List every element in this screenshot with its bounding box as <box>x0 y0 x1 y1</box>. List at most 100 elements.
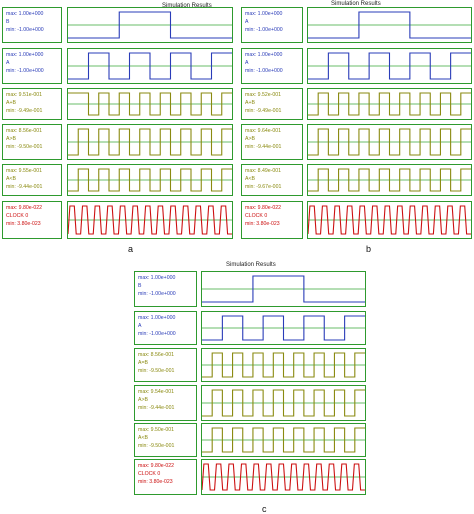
waveform-plot <box>202 389 365 417</box>
signal-max-text: max: 9.80e-022 <box>6 205 43 211</box>
waveform-box <box>201 385 366 421</box>
waveform-box <box>67 201 233 239</box>
signal-name-text: A>B <box>6 136 16 142</box>
signal-name-text: A>B <box>245 136 255 142</box>
waveform-trace <box>202 352 365 378</box>
results-title: Simulation Results <box>226 262 276 268</box>
signal-legend: max: 8.56e-001 A>B min: -9.50e-001 <box>2 124 62 160</box>
waveform-box <box>307 48 472 84</box>
signal-name-text: A>B <box>138 397 148 403</box>
signal-name-text: A+B <box>6 100 16 106</box>
waveform-box <box>67 124 233 160</box>
waveform-box <box>307 88 472 120</box>
signal-max-text: max: 9.50e-001 <box>138 427 175 433</box>
signal-legend: max: 9.55e-001 A<B min: -9.44e-001 <box>2 164 62 196</box>
signal-max-text: max: 9.52e-001 <box>245 92 282 98</box>
signal-legend: max: 9.51e-001 A+B min: -9.49e-001 <box>2 88 62 120</box>
signal-max-text: max: 9.80e-022 <box>245 205 282 211</box>
waveform-trace <box>202 275 365 303</box>
waveform-trace <box>308 92 471 116</box>
signal-min-text: min: 3.80e-023 <box>245 221 280 227</box>
signal-legend: max: 9.64e-001 A>B min: -9.44e-001 <box>241 124 303 160</box>
waveform-box <box>307 7 472 43</box>
signal-name-text: A<B <box>138 435 148 441</box>
signal-min-text: min: -1.00e+000 <box>6 27 44 33</box>
waveform-trace <box>202 315 365 341</box>
signal-name-text: CLOCK 0 <box>138 471 161 477</box>
signal-min-text: min: -9.44e-001 <box>138 405 175 411</box>
signal-min-text: min: -9.44e-001 <box>6 184 43 190</box>
signal-min-text: min: 3.80e-023 <box>138 479 173 485</box>
signal-name-text: B <box>138 283 142 289</box>
waveform-trace <box>68 205 232 235</box>
waveform-trace <box>202 389 365 417</box>
waveform-box <box>201 311 366 345</box>
waveform-plot <box>308 168 471 192</box>
waveform-trace <box>202 427 365 453</box>
waveform-plot <box>202 463 365 491</box>
waveform-plot <box>308 128 471 156</box>
waveform-box <box>67 7 233 43</box>
signal-min-text: min: -1.00e+000 <box>138 331 176 337</box>
waveform-box <box>307 201 472 239</box>
waveform-trace <box>202 463 365 491</box>
signal-max-text: max: 9.51e-001 <box>6 92 43 98</box>
signal-min-text: min: -9.50e-001 <box>138 368 175 374</box>
results-title: Simulation Results <box>331 1 381 7</box>
waveform-plot <box>68 205 232 235</box>
waveform-box <box>201 459 366 495</box>
signal-min-text: min: -1.00e+000 <box>245 68 283 74</box>
waveform-trace <box>308 128 471 156</box>
signal-min-text: min: -9.50e-001 <box>6 144 43 150</box>
waveform-plot <box>308 92 471 116</box>
signal-min-text: min: -1.00e+000 <box>138 291 176 297</box>
signal-max-text: max: 9.54e-001 <box>138 389 175 395</box>
signal-max-text: max: 1.00e+000 <box>245 11 283 17</box>
signal-name-text: CLOCK 0 <box>6 213 29 219</box>
waveform-trace <box>68 128 232 156</box>
signal-min-text: min: -9.49e-001 <box>6 108 43 114</box>
signal-max-text: max: 9.80e-022 <box>138 463 175 469</box>
waveform-trace <box>308 168 471 192</box>
signal-name-text: A <box>138 323 142 329</box>
signal-min-text: min: 3.80e-023 <box>6 221 41 227</box>
signal-legend: max: 9.80e-022 CLOCK 0 min: 3.80e-023 <box>241 201 303 239</box>
signal-max-text: max: 8.49e-001 <box>245 168 282 174</box>
waveform-box <box>307 124 472 160</box>
signal-name-text: B <box>6 19 10 25</box>
signal-legend: max: 9.80e-022 CLOCK 0 min: 3.80e-023 <box>134 459 197 495</box>
signal-max-text: max: 1.00e+000 <box>6 11 44 17</box>
waveform-box <box>201 348 366 382</box>
signal-min-text: min: -9.67e-001 <box>245 184 282 190</box>
signal-max-text: max: 8.56e-001 <box>138 352 175 358</box>
signal-name-text: A<B <box>6 176 16 182</box>
waveform-plot <box>202 315 365 341</box>
waveform-plot <box>308 11 471 39</box>
waveform-plot <box>68 128 232 156</box>
signal-name-text: A <box>245 19 249 25</box>
waveform-trace <box>68 11 232 39</box>
waveform-trace <box>68 92 232 116</box>
waveform-plot <box>202 275 365 303</box>
waveform-trace <box>68 52 232 80</box>
signal-legend: max: 9.50e-001 A<B min: -9.50e-001 <box>134 423 197 457</box>
signal-name-text: A=B <box>138 360 148 366</box>
waveform-box <box>307 164 472 196</box>
signal-min-text: min: -9.50e-001 <box>138 443 175 449</box>
signal-min-text: min: -1.00e+000 <box>245 27 283 33</box>
signal-name-text: A+B <box>245 100 255 106</box>
signal-min-text: min: -9.49e-001 <box>245 108 282 114</box>
signal-max-text: max: 1.00e+000 <box>6 52 44 58</box>
waveform-box <box>67 48 233 84</box>
signal-name-text: A<B <box>245 176 255 182</box>
waveform-box <box>67 88 233 120</box>
signal-max-text: max: 1.00e+000 <box>138 315 176 321</box>
signal-legend: max: 9.54e-001 A>B min: -9.44e-001 <box>134 385 197 421</box>
signal-max-text: max: 1.00e+000 <box>245 52 283 58</box>
waveform-plot <box>202 427 365 453</box>
results-title: Simulation Results <box>162 3 212 9</box>
waveform-plot <box>68 92 232 116</box>
